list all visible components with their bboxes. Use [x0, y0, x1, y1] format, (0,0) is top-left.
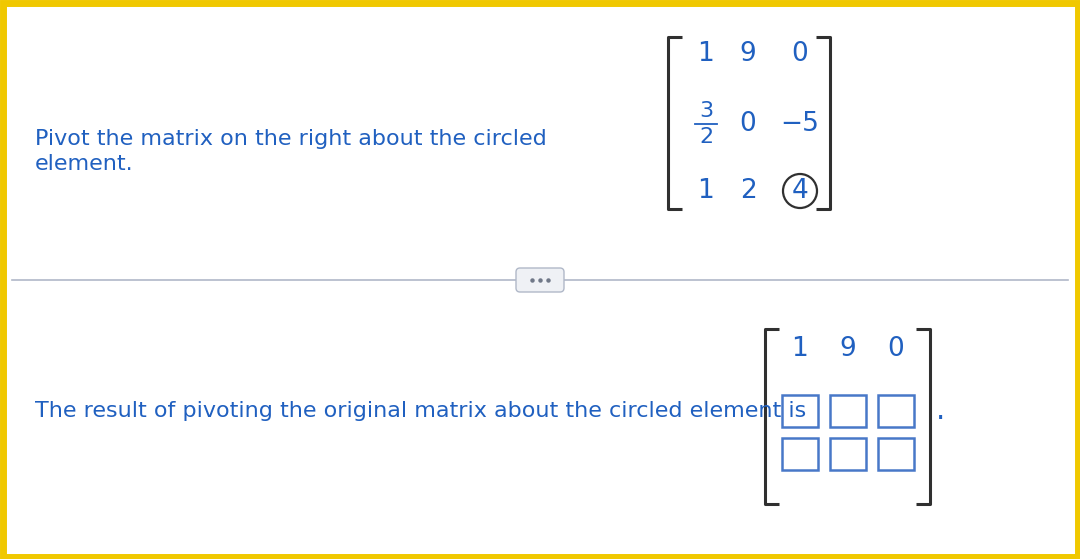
- Text: 9: 9: [839, 336, 856, 362]
- FancyBboxPatch shape: [516, 268, 564, 292]
- Text: element.: element.: [35, 154, 134, 174]
- Text: .: .: [936, 397, 945, 425]
- Text: 1: 1: [792, 336, 808, 362]
- FancyBboxPatch shape: [782, 395, 818, 427]
- Text: 1: 1: [698, 41, 714, 67]
- FancyBboxPatch shape: [831, 395, 866, 427]
- Text: Pivot the matrix on the right about the circled: Pivot the matrix on the right about the …: [35, 129, 546, 149]
- Text: 4: 4: [792, 178, 808, 204]
- Text: 3: 3: [699, 101, 713, 121]
- Text: −5: −5: [781, 111, 820, 137]
- Text: 0: 0: [792, 41, 808, 67]
- Text: The result of pivoting the original matrix about the circled element is: The result of pivoting the original matr…: [35, 401, 807, 421]
- Text: 9: 9: [740, 41, 756, 67]
- Text: 2: 2: [740, 178, 756, 204]
- FancyBboxPatch shape: [782, 438, 818, 470]
- FancyBboxPatch shape: [831, 438, 866, 470]
- Text: 2: 2: [699, 127, 713, 147]
- FancyBboxPatch shape: [878, 438, 914, 470]
- FancyBboxPatch shape: [878, 395, 914, 427]
- Text: 0: 0: [888, 336, 904, 362]
- Text: 1: 1: [698, 178, 714, 204]
- Text: 0: 0: [740, 111, 756, 137]
